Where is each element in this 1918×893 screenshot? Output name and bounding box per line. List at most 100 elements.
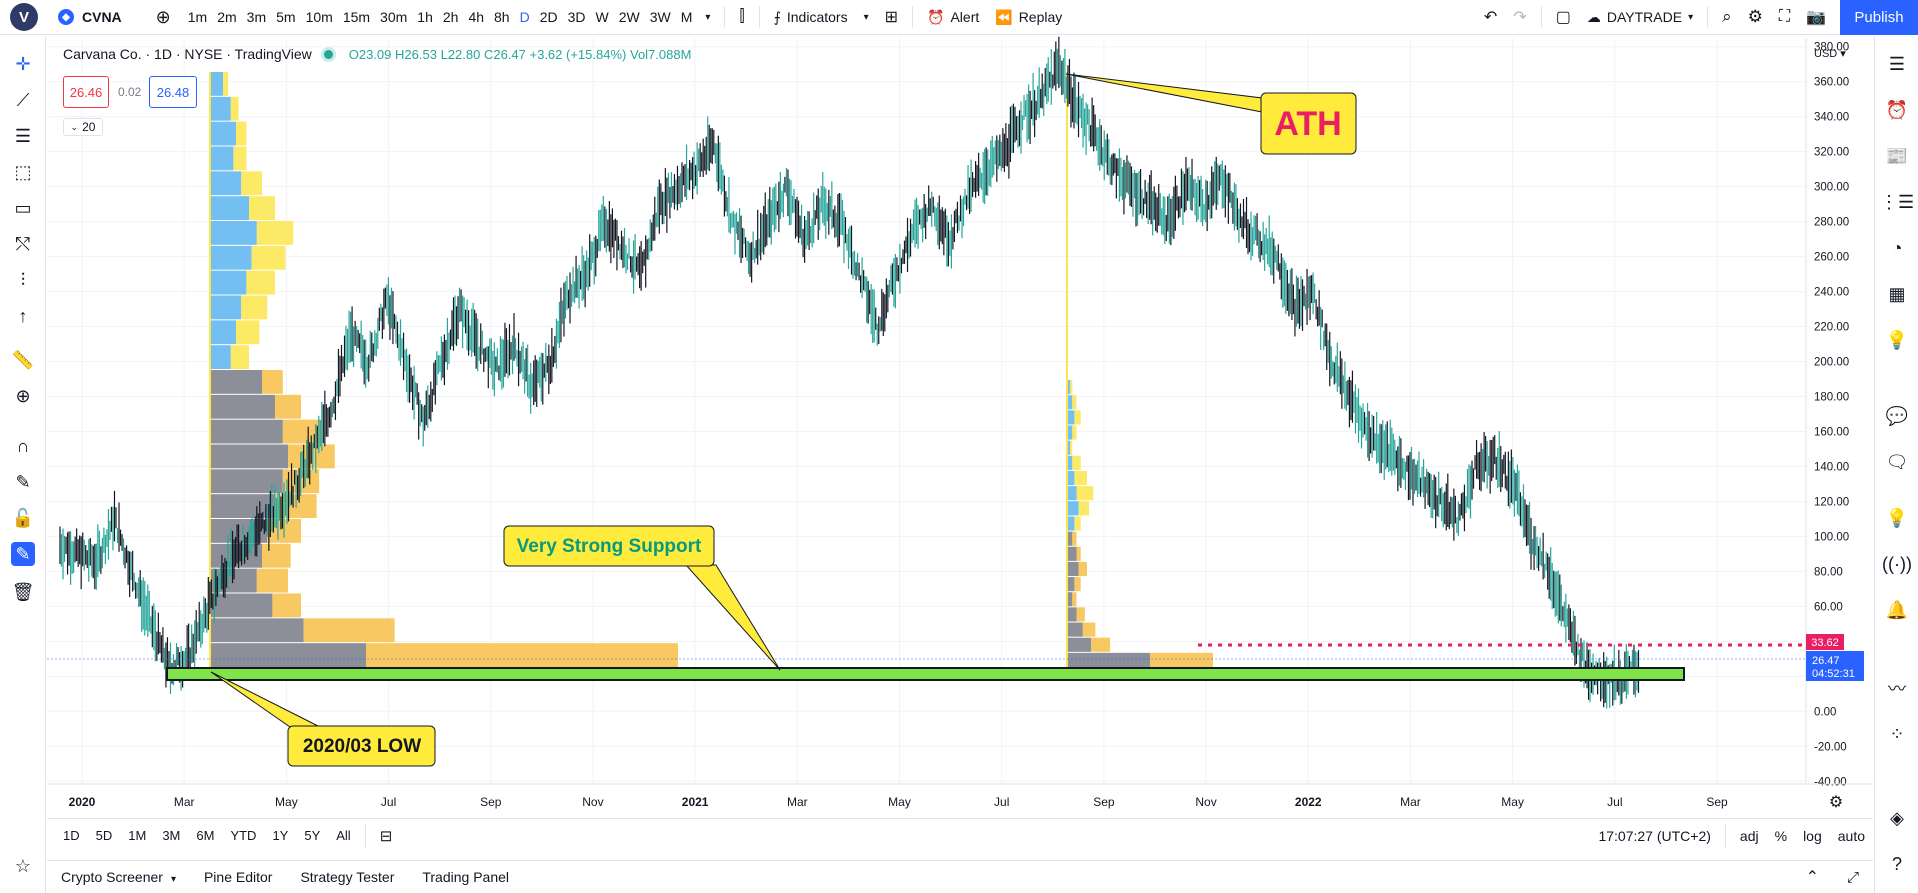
time-tick-label: Mar bbox=[174, 795, 195, 809]
layout-square-icon[interactable]: ▢ bbox=[1555, 9, 1571, 26]
nodes-icon[interactable]: ⤲ bbox=[15, 233, 31, 254]
crosshair-icon[interactable]: ✛ bbox=[15, 53, 31, 74]
range-1m[interactable]: 1M bbox=[128, 828, 147, 843]
interval-w[interactable]: W bbox=[595, 9, 609, 25]
calendar-icon[interactable]: ▦ bbox=[1888, 283, 1906, 304]
indicators-button[interactable]: ⨍ Indicators bbox=[766, 0, 856, 35]
range-5d[interactable]: 5D bbox=[95, 828, 113, 843]
interval-2m[interactable]: 2m bbox=[217, 9, 237, 25]
tab-crypto-screener[interactable]: Crypto Screener ▾ bbox=[47, 869, 190, 885]
chart-title[interactable]: Carvana Co. · 1D · NYSE · TradingView bbox=[63, 46, 312, 62]
zoom-icon[interactable]: ⊕ bbox=[15, 385, 31, 406]
ideas-icon[interactable]: 💡 bbox=[1885, 329, 1909, 350]
interval-4h[interactable]: 4h bbox=[468, 9, 485, 25]
maximize-icon[interactable]: ⤢ bbox=[1846, 868, 1859, 886]
trash-icon[interactable]: 🗑 bbox=[11, 581, 35, 602]
toggle-percent[interactable]: % bbox=[1774, 827, 1788, 844]
alarm-clock-icon[interactable]: ⏰ bbox=[1885, 99, 1909, 120]
hotlist-icon[interactable]: ◔ bbox=[1891, 237, 1903, 258]
interval-d[interactable]: D bbox=[519, 9, 530, 25]
data-window-icon[interactable]: ⋮☰ bbox=[1879, 191, 1915, 212]
toggle-log[interactable]: log bbox=[1803, 827, 1822, 844]
watchlist-icon[interactable]: ☰ bbox=[1888, 53, 1906, 74]
broadcast-icon[interactable]: ((·)) bbox=[1882, 553, 1912, 574]
interval-2h[interactable]: 2h bbox=[442, 9, 459, 25]
streams-icon[interactable]: 💡 bbox=[1885, 507, 1909, 528]
interval-30m[interactable]: 30m bbox=[380, 9, 408, 25]
hide-drawings-icon[interactable]: ✎ bbox=[11, 542, 35, 566]
arrow-up-icon[interactable]: ↑ bbox=[18, 305, 28, 326]
interval-5m[interactable]: 5m bbox=[276, 9, 296, 25]
pattern-icon[interactable]: ⬚ bbox=[14, 161, 32, 182]
dots-icon[interactable]: ⁘ bbox=[1889, 723, 1905, 744]
range-1d[interactable]: 1D bbox=[63, 828, 80, 843]
trend-line-icon[interactable]: ⟋ bbox=[16, 89, 30, 110]
volume-profile-bar-sell bbox=[1074, 577, 1081, 592]
toggle-auto[interactable]: auto bbox=[1837, 827, 1865, 844]
search-icon[interactable]: ⌕ bbox=[1722, 7, 1732, 26]
chevron-down-icon[interactable]: ▾ bbox=[705, 11, 711, 23]
range-1y[interactable]: 1Y bbox=[272, 828, 289, 843]
messages-icon[interactable]: 🗨 bbox=[1885, 451, 1909, 472]
interval-m[interactable]: M bbox=[680, 9, 693, 25]
symbol-search[interactable]: ◆ CVNA bbox=[58, 9, 122, 25]
high-value: H26.53 bbox=[395, 46, 437, 62]
indicator-collapse[interactable]: ⌄ 20 bbox=[63, 118, 103, 136]
range-ytd[interactable]: YTD bbox=[230, 828, 257, 843]
range-all[interactable]: All bbox=[336, 828, 351, 843]
star-icon[interactable]: ☆ bbox=[14, 855, 32, 876]
help-icon[interactable]: ? bbox=[1891, 853, 1902, 874]
chats-icon[interactable]: 💬 bbox=[1885, 405, 1909, 426]
templates-icon[interactable]: ⊞ bbox=[884, 9, 899, 26]
text-note-icon[interactable]: ▭ bbox=[14, 197, 32, 218]
clock-label[interactable]: 17:07:27 (UTC+2) bbox=[1598, 827, 1711, 844]
app-logo[interactable]: V bbox=[10, 3, 38, 31]
forecast-icon[interactable]: ⫶ bbox=[20, 269, 26, 290]
interval-8h[interactable]: 8h bbox=[494, 9, 510, 25]
ruler-icon[interactable]: 📏 bbox=[11, 349, 35, 370]
interval-15m[interactable]: 15m bbox=[342, 9, 371, 25]
interval-3m[interactable]: 3m bbox=[246, 9, 267, 25]
tab-strategy-tester[interactable]: Strategy Tester bbox=[300, 869, 395, 885]
interval-3d[interactable]: 3D bbox=[567, 9, 586, 25]
fib-icon[interactable]: ☰ bbox=[14, 125, 32, 146]
interval-1h[interactable]: 1h bbox=[417, 9, 433, 25]
alert-button[interactable]: ⏰ Alert bbox=[919, 0, 987, 35]
interval-3w[interactable]: 3W bbox=[649, 9, 671, 25]
magnet-icon[interactable]: ∩ bbox=[16, 435, 30, 456]
gear-icon[interactable]: ⚙ bbox=[1747, 7, 1763, 26]
undo-icon[interactable]: ↶ bbox=[1483, 9, 1498, 26]
interval-10m[interactable]: 10m bbox=[305, 9, 333, 25]
price-tick-label: 120.00 bbox=[1814, 496, 1849, 508]
publish-button[interactable]: Publish bbox=[1840, 0, 1918, 35]
pencil-lock-icon[interactable]: ✎ bbox=[15, 471, 31, 492]
news-icon[interactable]: 📰 bbox=[1885, 145, 1909, 166]
buy-price-box[interactable]: 26.48 bbox=[149, 76, 197, 108]
candles-icon[interactable]: ⫿ bbox=[739, 8, 745, 25]
interval-2d[interactable]: 2D bbox=[539, 9, 558, 25]
chevron-up-icon[interactable]: ⌃ bbox=[1805, 869, 1819, 886]
goto-date-icon[interactable]: ⊟ bbox=[379, 827, 393, 845]
redo-icon[interactable]: ↷ bbox=[1513, 9, 1527, 26]
tab-trading-panel[interactable]: Trading Panel bbox=[422, 869, 510, 885]
interval-1m[interactable]: 1m bbox=[187, 9, 208, 25]
tab-pine-editor[interactable]: Pine Editor bbox=[203, 869, 273, 885]
range-3m[interactable]: 3M bbox=[162, 828, 181, 843]
layout-button[interactable]: ☁ DAYTRADE ▾ bbox=[1579, 0, 1701, 35]
sell-price-box[interactable]: 26.46 bbox=[63, 76, 109, 108]
replay-button[interactable]: ⏪ Replay bbox=[987, 0, 1070, 35]
notifications-icon[interactable]: 🔔 bbox=[1885, 599, 1909, 620]
trend-icon[interactable]: 〰 bbox=[1888, 679, 1906, 699]
interval-2w[interactable]: 2W bbox=[618, 9, 640, 25]
range-5y[interactable]: 5Y bbox=[304, 828, 321, 843]
fullscreen-icon[interactable]: ⛶ bbox=[1778, 8, 1791, 25]
range-6m[interactable]: 6M bbox=[196, 828, 215, 843]
camera-icon[interactable]: 📷 bbox=[1806, 9, 1826, 26]
compare-icon[interactable]: ⊕ bbox=[155, 6, 171, 27]
indicators-dropdown-icon[interactable]: ▾ bbox=[863, 11, 869, 23]
lock-icon[interactable]: 🔓 bbox=[11, 507, 35, 528]
layers-icon[interactable]: ◈ bbox=[1890, 807, 1904, 828]
toggle-adj[interactable]: adj bbox=[1739, 827, 1759, 844]
